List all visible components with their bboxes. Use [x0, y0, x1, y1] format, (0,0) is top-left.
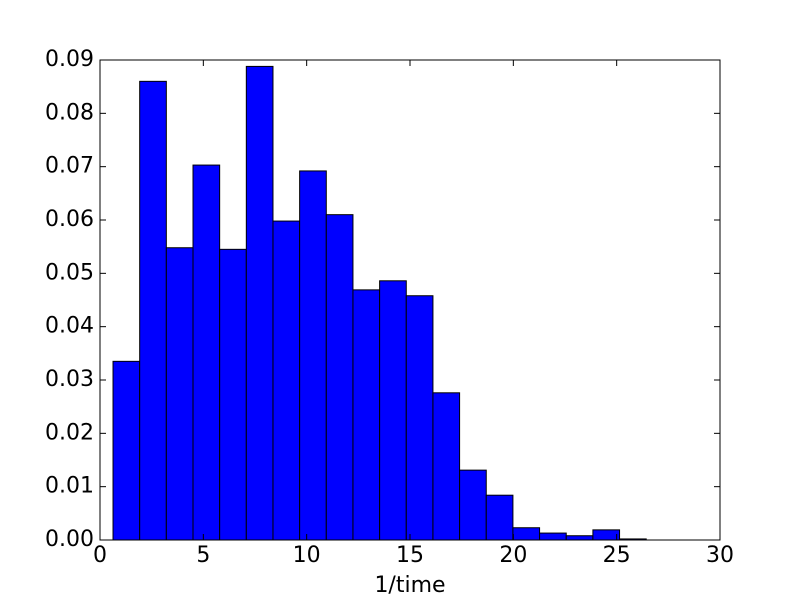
- y-tick-label: 0.02: [45, 420, 94, 445]
- bar: [405, 295, 434, 541]
- bar: [592, 529, 621, 541]
- y-tick-label: 0.04: [45, 314, 94, 339]
- x-tick-label: 25: [603, 543, 631, 568]
- y-tick-label: 0.06: [45, 207, 94, 232]
- y-tick-label: 0.08: [45, 100, 94, 125]
- bar: [192, 164, 221, 541]
- bar: [272, 220, 301, 541]
- bar: [325, 214, 354, 541]
- bar: [112, 360, 141, 541]
- bar: [565, 535, 594, 541]
- bar: [165, 247, 194, 541]
- bar: [379, 280, 407, 541]
- y-tick-label: 0.00: [45, 527, 94, 552]
- y-tick-label: 0.05: [45, 260, 94, 285]
- bar: [432, 392, 461, 541]
- y-tick-label: 0.01: [45, 474, 94, 499]
- bar: [139, 80, 167, 541]
- y-tick-label: 0.07: [45, 154, 94, 179]
- x-tick-label: 30: [706, 543, 734, 568]
- bar: [245, 65, 274, 541]
- x-tick-label: 20: [499, 543, 527, 568]
- x-tick-label: 10: [293, 543, 321, 568]
- x-tick-label: 5: [196, 543, 210, 568]
- bar: [219, 248, 247, 541]
- y-tick-label: 0.03: [45, 367, 94, 392]
- bar: [459, 469, 487, 541]
- bar: [352, 289, 381, 541]
- bar: [539, 532, 567, 541]
- x-tick-label: 15: [396, 543, 424, 568]
- x-axis-label: 1/time: [374, 573, 445, 598]
- bar: [512, 527, 541, 541]
- x-tick-label: 0: [93, 543, 107, 568]
- bar: [299, 170, 327, 541]
- y-tick-label: 0.09: [45, 47, 94, 72]
- bar: [485, 494, 514, 541]
